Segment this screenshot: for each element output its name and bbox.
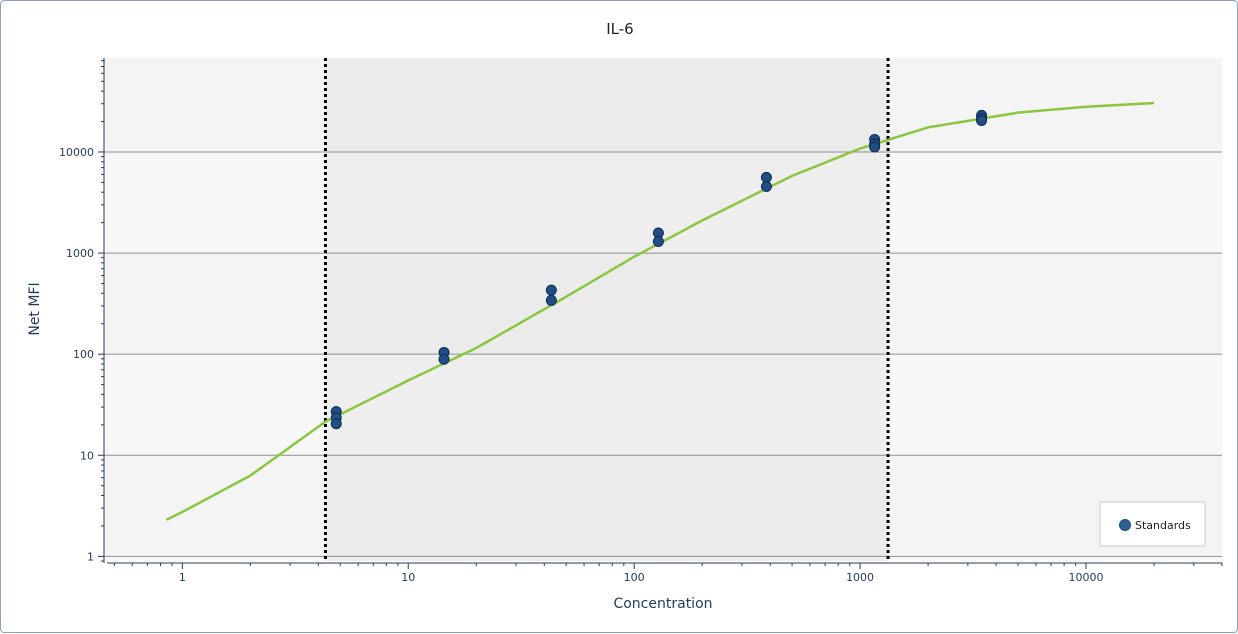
data-points (330, 109, 988, 430)
legend: Standards (1099, 501, 1206, 547)
y-axis-title: Net MFI (27, 282, 43, 335)
legend-label: Standards (1135, 519, 1191, 532)
fit-curve (165, 101, 1155, 521)
plot-band (104, 58, 1222, 152)
x-axis-title: Concentration (613, 596, 712, 612)
data-point (760, 171, 772, 183)
axes (98, 58, 1223, 569)
data-point (438, 353, 450, 365)
data-point (545, 284, 557, 296)
fit-curve-layer (165, 101, 1155, 521)
data-point (330, 418, 342, 430)
x-tick-label: 10 (401, 571, 415, 584)
x-tick-label: 1000 (846, 571, 874, 584)
plot-band (104, 556, 1222, 561)
y-tick-label: 1 (87, 550, 94, 563)
data-point (760, 181, 772, 193)
y-tick-label: 10 (80, 449, 94, 462)
plot-band (104, 253, 1222, 355)
x-tick-label: 100 (624, 571, 645, 584)
legend-marker-icon (1119, 519, 1131, 531)
y-tick-label: 1000 (66, 247, 94, 260)
x-tick-label: 10000 (1068, 571, 1103, 584)
data-point (652, 236, 664, 248)
data-point (976, 114, 988, 126)
plot-band (104, 151, 1222, 254)
chart-title: IL-6 (606, 20, 633, 38)
plot-band (104, 455, 1222, 557)
y-tick-label: 100 (73, 348, 94, 361)
plot-band (104, 354, 1222, 456)
valid-range-shade (325, 58, 888, 561)
tick-labels: 1 10 100 1000 10000 1 10 100 1000 10000 (59, 146, 1103, 584)
grid-lines (104, 151, 1222, 557)
legend-box (1099, 501, 1206, 547)
data-point (545, 294, 557, 306)
plot-background (104, 58, 1222, 561)
data-point (869, 141, 881, 153)
x-tick-label: 1 (179, 571, 186, 584)
y-tick-label: 10000 (59, 146, 94, 159)
